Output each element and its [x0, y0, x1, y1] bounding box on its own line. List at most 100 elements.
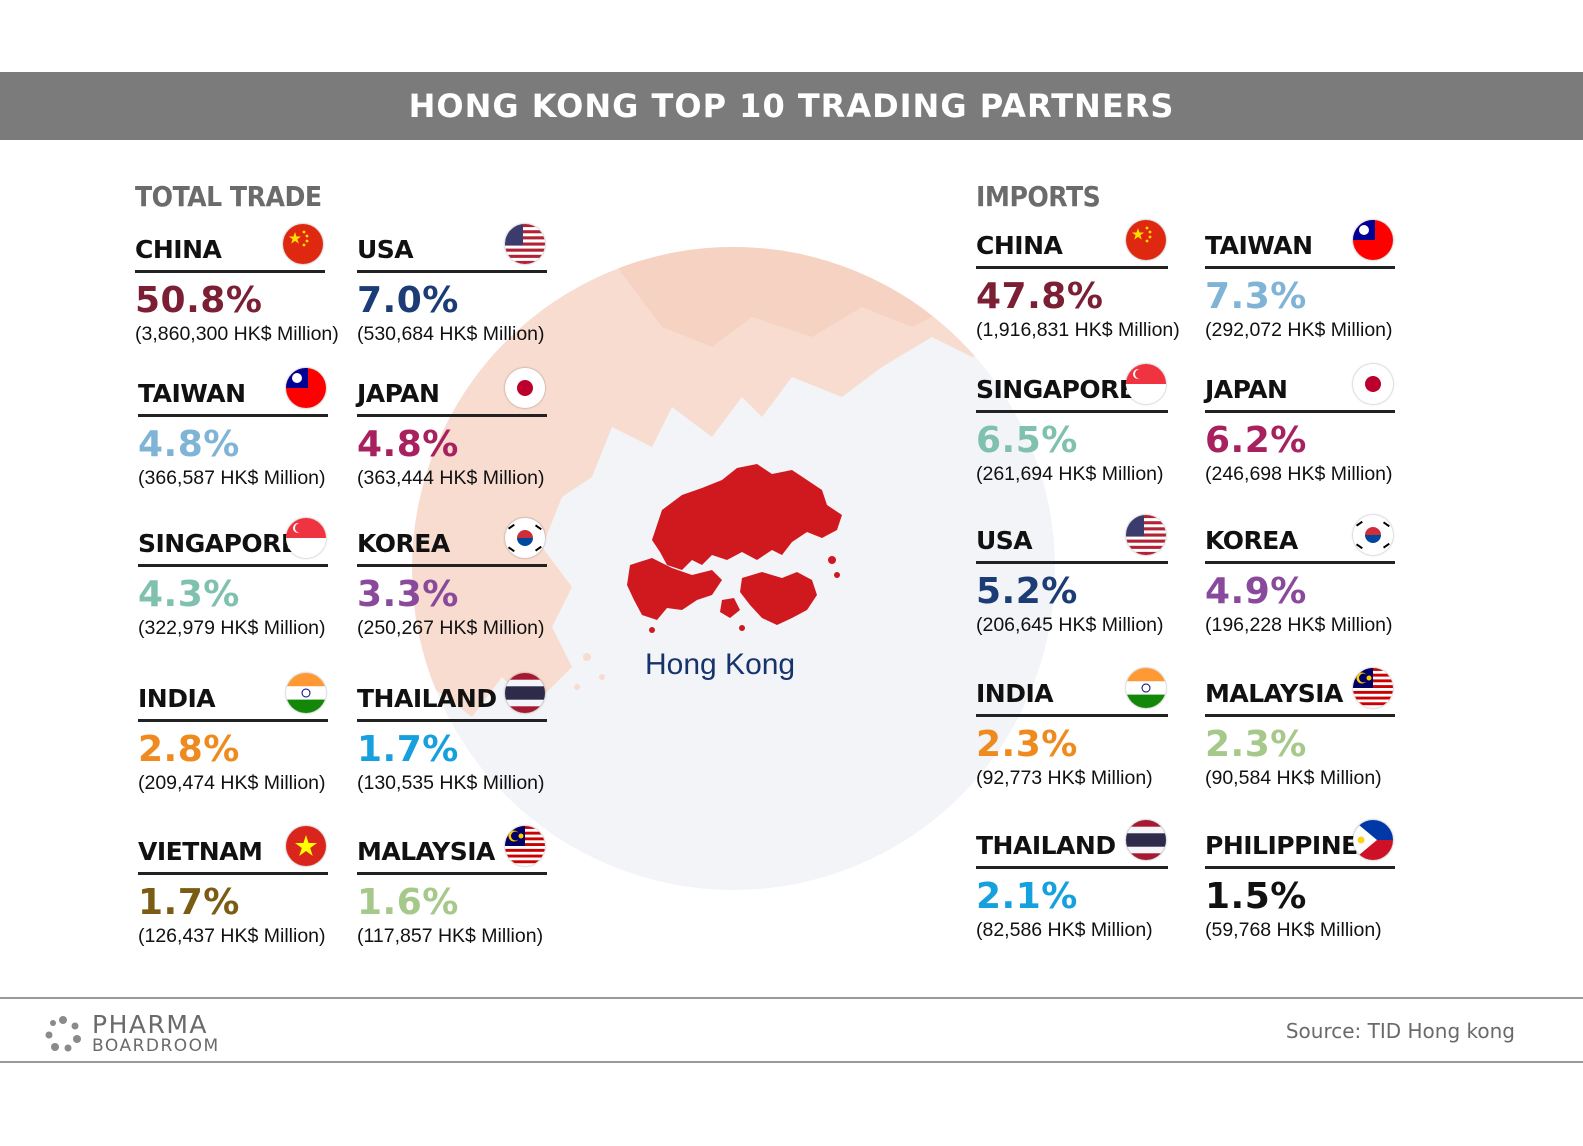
percent-value: 7.0% — [357, 280, 459, 321]
amount-value: (209,474 HK$ Million) — [138, 772, 326, 794]
taiwan-flag-icon — [1353, 220, 1393, 260]
thailand-flag-icon — [505, 673, 545, 713]
country-name: USA — [976, 526, 1033, 555]
percent-value: 4.8% — [357, 424, 459, 465]
country-name: SINGAPORE — [138, 529, 298, 558]
amount-value: (292,072 HK$ Million) — [1205, 319, 1393, 341]
imports-entry-japan: JAPAN 6.2% (246,698 HK$ Million) — [1205, 364, 1395, 486]
country-name: CHINA — [135, 235, 222, 264]
total-trade-label: TOTAL TRADE — [135, 180, 322, 213]
percent-value: 4.3% — [138, 574, 240, 615]
imports-entry-usa: USA 5.2% (206,645 HK$ Million) — [976, 515, 1168, 637]
percent-value: 4.9% — [1205, 571, 1307, 612]
country-name: SINGAPORE — [976, 375, 1136, 404]
page-title: HONG KONG TOP 10 TRADING PARTNERS — [408, 87, 1175, 125]
amount-value: (130,535 HK$ Million) — [357, 772, 545, 794]
country-name: PHILIPPINES — [1205, 831, 1376, 860]
country-name: CHINA — [976, 231, 1063, 260]
logo-line-2: BOARDROOM — [92, 1036, 220, 1056]
amount-value: (196,228 HK$ Million) — [1205, 614, 1393, 636]
country-name: VIETNAM — [138, 837, 263, 866]
malaysia-flag-icon — [1353, 668, 1393, 708]
total-trade-entry-vietnam: VIETNAM 1.7% (126,437 HK$ Million) — [138, 826, 328, 948]
imports-entry-philippines: PHILIPPINES 1.5% (59,768 HK$ Million) — [1205, 820, 1395, 942]
imports-entry-thailand: THAILAND 2.1% (82,586 HK$ Million) — [976, 820, 1168, 942]
total-trade-entry-korea: KOREA 3.3% (250,267 HK$ Million) — [357, 518, 547, 640]
amount-value: (530,684 HK$ Million) — [357, 323, 545, 345]
total-trade-entry-china: CHINA 50.8% (3,860,300 HK$ Million) — [135, 224, 339, 346]
thailand-flag-icon — [1126, 820, 1166, 860]
percent-value: 6.5% — [976, 420, 1078, 461]
amount-value: (246,698 HK$ Million) — [1205, 463, 1393, 485]
imports-entry-china: CHINA 47.8% (1,916,831 HK$ Million) — [976, 220, 1180, 342]
country-name: JAPAN — [1205, 375, 1288, 404]
imports-entry-taiwan: TAIWAN 7.3% (292,072 HK$ Million) — [1205, 220, 1395, 342]
amount-value: (3,860,300 HK$ Million) — [135, 323, 339, 345]
percent-value: 47.8% — [976, 276, 1104, 317]
percent-value: 2.3% — [1205, 724, 1307, 765]
imports-label: IMPORTS — [976, 180, 1101, 213]
country-name: THAILAND — [976, 831, 1116, 860]
percent-value: 1.7% — [357, 729, 459, 770]
logo-line-1: PHARMA — [92, 1010, 209, 1039]
philippines-flag-icon — [1353, 820, 1393, 860]
imports-entry-malaysia: MALAYSIA 2.3% (90,584 HK$ Million) — [1205, 668, 1395, 790]
china-flag-icon — [283, 224, 323, 264]
japan-flag-icon — [1353, 364, 1393, 404]
amount-value: (261,694 HK$ Million) — [976, 463, 1164, 485]
country-name: TAIWAN — [138, 379, 246, 408]
country-name: MALAYSIA — [357, 837, 495, 866]
amount-value: (82,586 HK$ Million) — [976, 919, 1153, 941]
country-name: THAILAND — [357, 684, 497, 713]
imports-entry-india: INDIA 2.3% (92,773 HK$ Million) — [976, 668, 1168, 790]
percent-value: 1.7% — [138, 882, 240, 923]
amount-value: (92,773 HK$ Million) — [976, 767, 1153, 789]
percent-value: 2.1% — [976, 876, 1078, 917]
pharma-boardroom-logo: PHARMA BOARDROOM — [44, 1012, 220, 1055]
usa-flag-icon — [505, 224, 545, 264]
taiwan-flag-icon — [286, 368, 326, 408]
korea-flag-icon — [1353, 515, 1393, 555]
percent-value: 3.3% — [357, 574, 459, 615]
percent-value: 1.6% — [357, 882, 459, 923]
total-trade-entry-taiwan: TAIWAN 4.8% (366,587 HK$ Million) — [138, 368, 328, 490]
amount-value: (206,645 HK$ Million) — [976, 614, 1164, 636]
japan-flag-icon — [505, 368, 545, 408]
country-name: INDIA — [138, 684, 216, 713]
singapore-flag-icon — [1126, 364, 1166, 404]
india-flag-icon — [1126, 668, 1166, 708]
hong-kong-label: Hong Kong — [645, 648, 796, 681]
amount-value: (250,267 HK$ Million) — [357, 617, 545, 639]
percent-value: 2.3% — [976, 724, 1078, 765]
logo-dots-icon — [45, 1015, 81, 1051]
country-name: MALAYSIA — [1205, 679, 1343, 708]
percent-value: 5.2% — [976, 571, 1078, 612]
amount-value: (322,979 HK$ Million) — [138, 617, 326, 639]
country-name: KOREA — [357, 529, 450, 558]
percent-value: 1.5% — [1205, 876, 1307, 917]
percent-value: 7.3% — [1205, 276, 1307, 317]
total-trade-entry-india: INDIA 2.8% (209,474 HK$ Million) — [138, 673, 328, 795]
country-name: INDIA — [976, 679, 1054, 708]
footer-top-divider — [0, 997, 1583, 999]
china-flag-icon — [1126, 220, 1166, 260]
malaysia-flag-icon — [505, 826, 545, 866]
amount-value: (126,437 HK$ Million) — [138, 925, 326, 947]
amount-value: (366,587 HK$ Million) — [138, 467, 326, 489]
country-name: JAPAN — [357, 379, 440, 408]
india-flag-icon — [286, 673, 326, 713]
imports-entry-singapore: SINGAPORE 6.5% (261,694 HK$ Million) — [976, 364, 1168, 486]
logo-text: PHARMA BOARDROOM — [92, 1012, 220, 1055]
amount-value: (90,584 HK$ Million) — [1205, 767, 1382, 789]
percent-value: 6.2% — [1205, 420, 1307, 461]
country-name: USA — [357, 235, 414, 264]
korea-flag-icon — [505, 518, 545, 558]
usa-flag-icon — [1126, 515, 1166, 555]
total-trade-entry-thailand: THAILAND 1.7% (130,535 HK$ Million) — [357, 673, 547, 795]
amount-value: (1,916,831 HK$ Million) — [976, 319, 1180, 341]
country-name: KOREA — [1205, 526, 1298, 555]
hong-kong-map — [627, 464, 842, 633]
total-trade-entry-singapore: SINGAPORE 4.3% (322,979 HK$ Million) — [138, 518, 328, 640]
percent-value: 2.8% — [138, 729, 240, 770]
imports-entry-korea: KOREA 4.9% (196,228 HK$ Million) — [1205, 515, 1395, 637]
